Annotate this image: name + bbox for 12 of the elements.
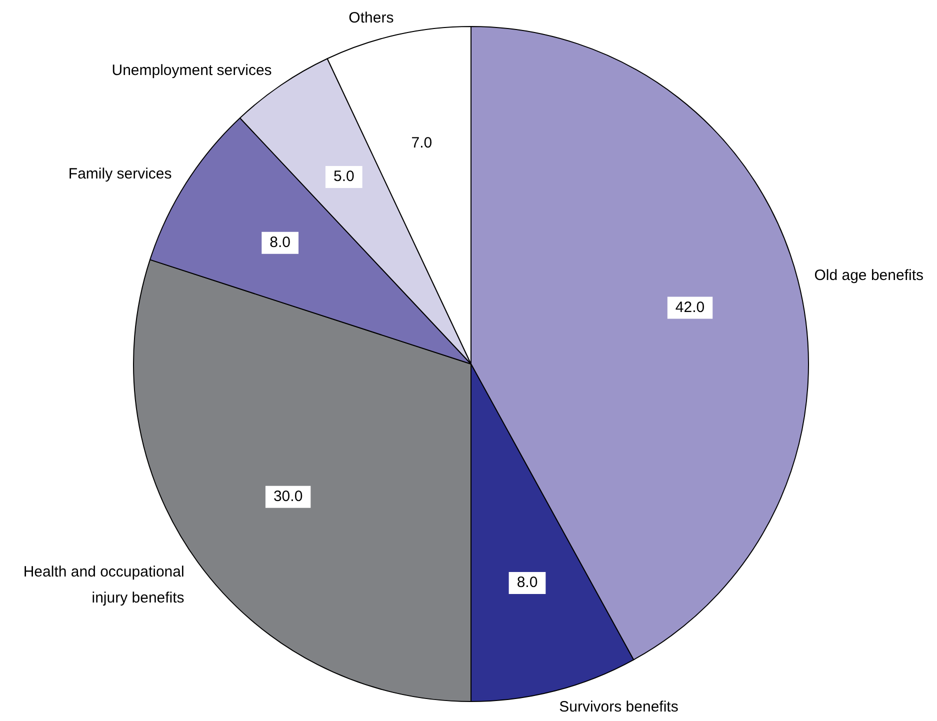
slice-label: Others (348, 9, 394, 26)
data-label: 8.0 (270, 234, 291, 251)
slice-label: Old age benefits (814, 267, 924, 284)
slice-label: Family services (68, 165, 172, 182)
data-label: 30.0 (273, 488, 303, 506)
slice-label: Unemployment services (112, 62, 272, 80)
data-label: 42.0 (675, 298, 705, 316)
data-label: 8.0 (516, 574, 538, 592)
slice-label: Survivors benefits (559, 698, 678, 716)
data-label: 7.0 (411, 134, 432, 152)
data-label: 5.0 (333, 168, 354, 186)
slice-label: Health and occupational injury benefits (23, 563, 184, 606)
